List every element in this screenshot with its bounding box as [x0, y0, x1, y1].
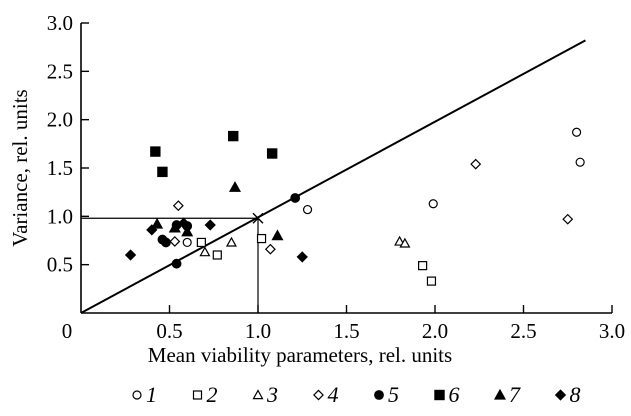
legend-label: 2 — [207, 382, 218, 407]
legend-item-4: 4 — [314, 382, 339, 407]
y-tick-label: 2.0 — [47, 108, 73, 132]
axes: 0 0.5 1.0 1.5 2.0 2.5 3.0 0.5 1.0 1.5 2.0 2.5 3.0 — [47, 11, 625, 343]
data-point — [429, 200, 437, 208]
data-point — [172, 259, 181, 268]
y-axis-title: Variance, rel. units — [8, 89, 32, 246]
data-point — [563, 215, 572, 224]
x-tick-label: 2.5 — [510, 319, 536, 343]
data-point — [126, 250, 136, 260]
legend-item-6: 6 — [435, 382, 460, 407]
data-point — [151, 147, 160, 156]
data-point — [258, 235, 266, 243]
data-point — [230, 182, 240, 191]
legend-marker — [495, 390, 505, 399]
legend-marker — [375, 391, 384, 400]
legend-marker — [556, 390, 566, 400]
data-point — [304, 206, 312, 214]
y-tick-label: 1.5 — [47, 156, 73, 180]
series-7 — [152, 182, 282, 239]
legend-item-8: 8 — [556, 382, 581, 407]
legend-item-2: 2 — [194, 382, 218, 407]
data-point — [227, 238, 236, 246]
legend-label: 1 — [146, 382, 157, 407]
x-tick-label: 0 — [62, 319, 73, 343]
x-tick-label: 2.0 — [422, 319, 448, 343]
legend-label: 4 — [328, 382, 339, 407]
data-point — [158, 167, 167, 176]
data-point — [573, 128, 581, 136]
y-tick-label: 2.5 — [47, 59, 73, 83]
y-tick-label: 3.0 — [47, 11, 73, 35]
legend-label: 5 — [388, 382, 399, 407]
data-point — [427, 277, 435, 285]
data-point — [213, 251, 221, 259]
legend-item-3: 3 — [254, 382, 279, 407]
series-1 — [183, 128, 584, 246]
legend-label: 8 — [570, 382, 581, 407]
diagonal-line — [81, 40, 585, 313]
data-point — [272, 231, 282, 240]
data-points — [126, 128, 584, 285]
legend-label: 6 — [449, 382, 460, 407]
x-tick-label: 3.0 — [599, 319, 625, 343]
data-point — [291, 194, 300, 203]
legend-item-5: 5 — [375, 382, 399, 407]
legend-item-1: 1 — [133, 382, 157, 407]
legend-item-7: 7 — [495, 382, 521, 407]
data-point — [205, 220, 215, 230]
data-point — [197, 238, 205, 246]
data-point — [297, 252, 307, 262]
legend-marker — [314, 390, 323, 399]
data-point — [266, 245, 275, 254]
x-tick-label: 1.5 — [333, 319, 359, 343]
x-tick-label: 0.5 — [156, 319, 182, 343]
y-tick-label: 0.5 — [47, 253, 73, 277]
reference-line — [81, 40, 585, 313]
series-6 — [151, 132, 277, 177]
legend-marker — [435, 390, 444, 399]
data-point — [576, 158, 584, 166]
legend-marker — [133, 391, 141, 399]
data-point — [268, 149, 277, 158]
data-point — [419, 262, 427, 270]
x-axis-title: Mean viability parameters, rel. units — [148, 343, 452, 367]
legend-marker — [254, 391, 263, 399]
data-point — [170, 237, 179, 246]
legend-label: 7 — [509, 382, 521, 407]
y-tick-label: 1.0 — [47, 204, 73, 228]
data-point — [183, 238, 191, 246]
data-point — [229, 132, 238, 141]
series-3 — [200, 237, 409, 256]
legend-label: 3 — [266, 382, 278, 407]
data-point — [174, 201, 183, 210]
legend: 1 2 3 4 5 6 7 8 — [133, 382, 581, 407]
legend-marker — [194, 391, 202, 399]
data-point — [471, 160, 480, 169]
x-tick-label: 1.0 — [245, 319, 271, 343]
